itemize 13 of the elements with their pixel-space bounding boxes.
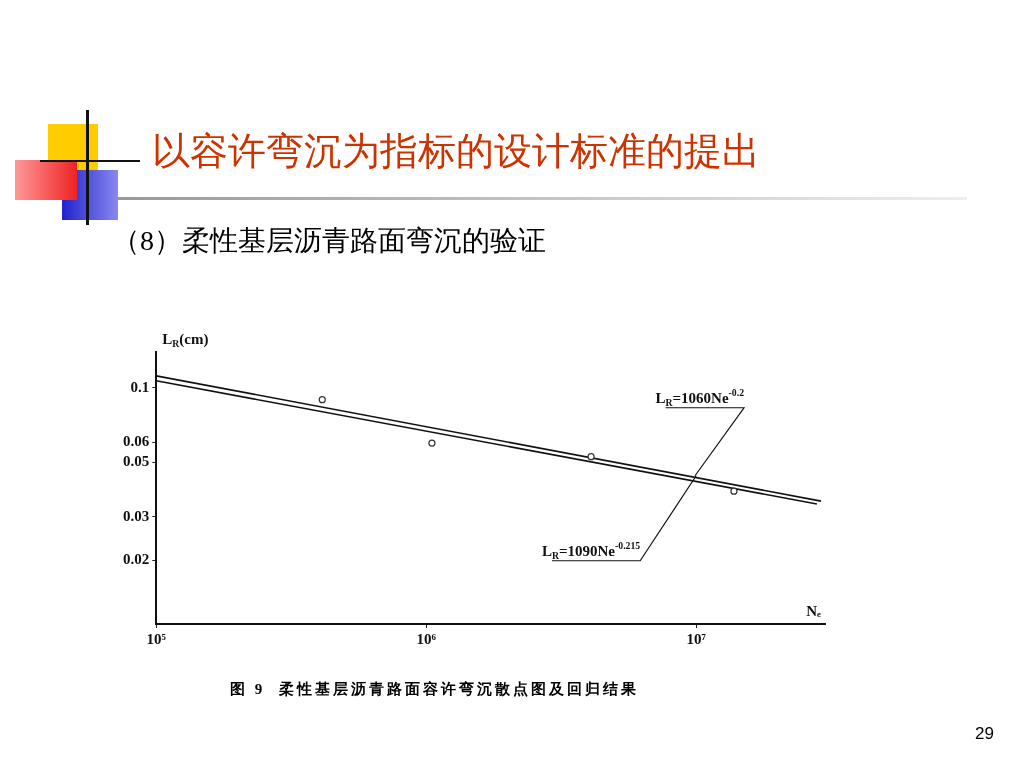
y-tick-label: 0.06	[123, 433, 150, 450]
y-tick-label: 0.02	[123, 550, 150, 567]
y-tick-label: 0.1	[130, 378, 150, 395]
caption: 图 9 柔性基层沥青路面容许弯沉散点图及回归结果	[230, 680, 639, 699]
y-tick-label: 0.05	[123, 452, 150, 469]
text: 29	[975, 724, 994, 744]
y-tick-label: 0.03	[123, 507, 150, 524]
chart-title: 以容许弯沉为指标的设计标准的提出	[152, 129, 760, 174]
x-tick-label: 10⁶	[416, 630, 437, 647]
x-tick-label: 10⁵	[146, 630, 167, 647]
x-tick-label: 10⁷	[686, 630, 707, 647]
x-axis-title: Nₑ	[806, 603, 822, 619]
chart-subtitle: （8）柔性基层沥青路面弯沉的验证	[112, 224, 546, 258]
